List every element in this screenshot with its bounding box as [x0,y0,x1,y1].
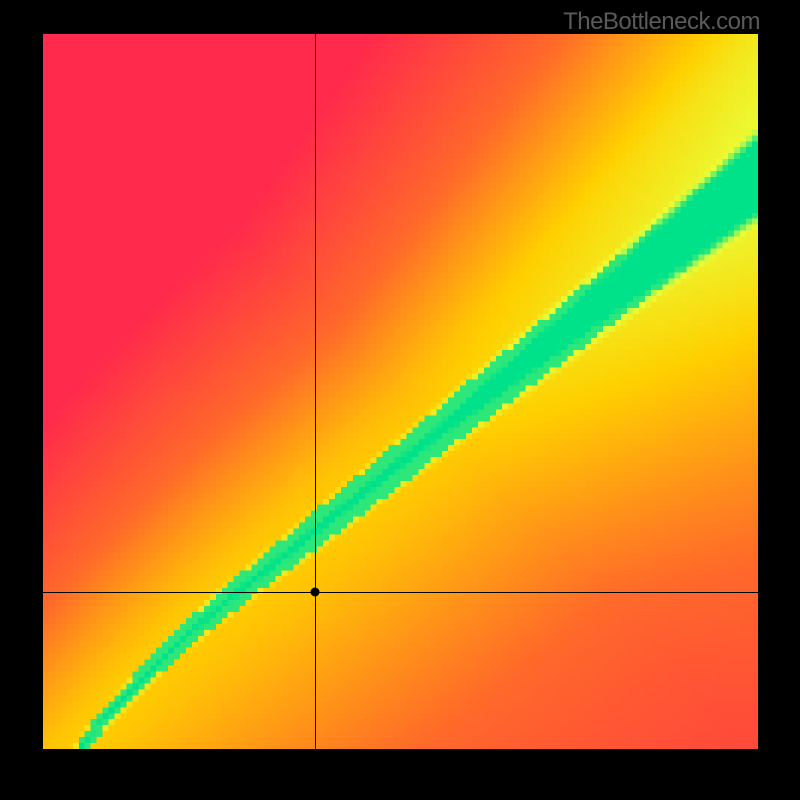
crosshair-vertical [315,34,316,749]
operating-point-marker [311,588,320,597]
watermark-text: TheBottleneck.com [563,8,760,36]
bottleneck-heatmap [43,34,758,749]
crosshair-horizontal [43,592,758,593]
plot-area [43,34,758,749]
chart-container: TheBottleneck.com [0,0,800,800]
